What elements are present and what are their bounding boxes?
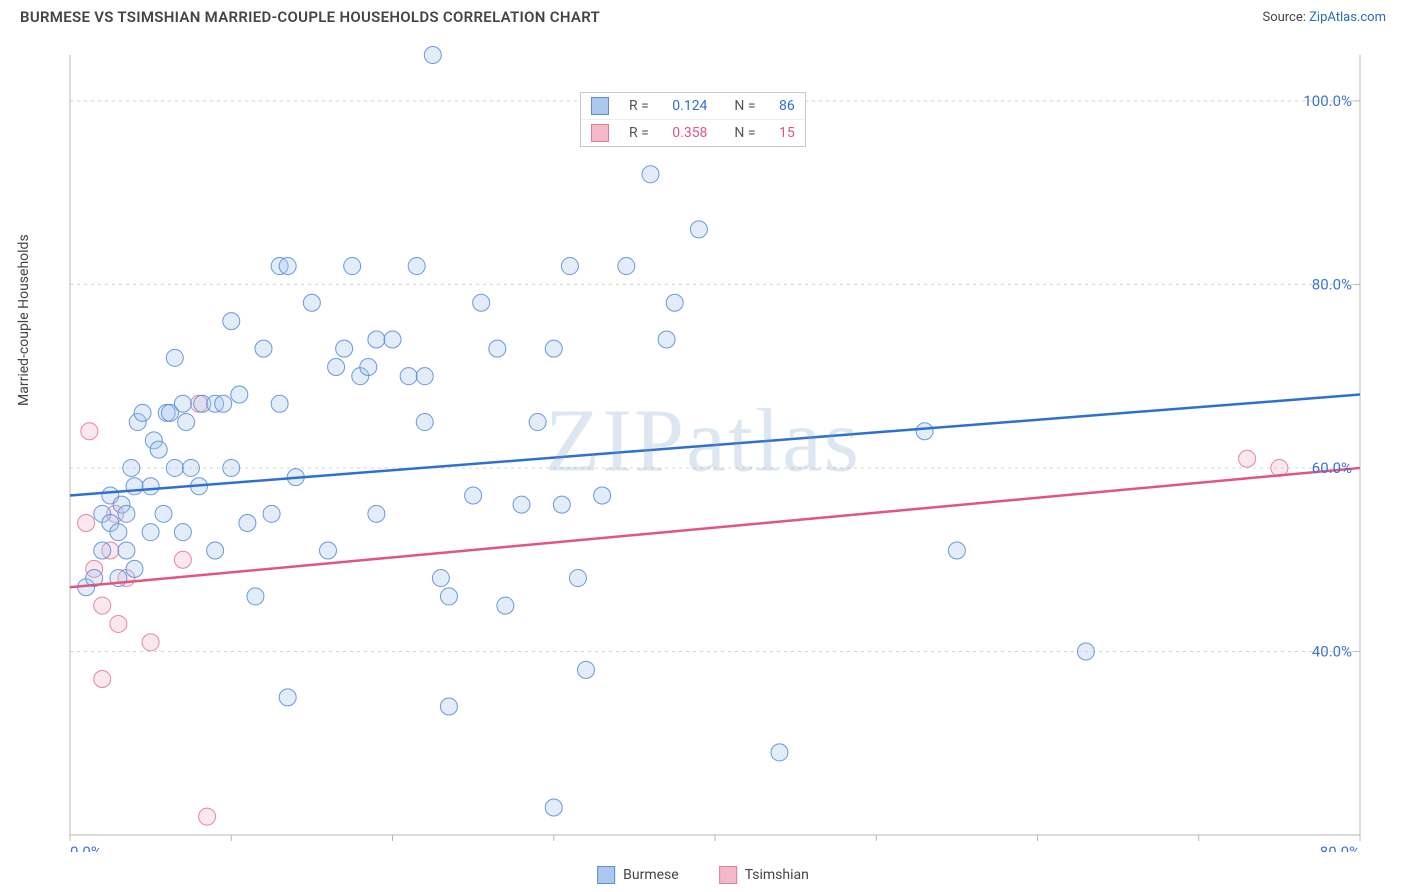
y-axis-label: Married-couple Households <box>16 234 32 406</box>
stats-legend-cell: 15 <box>769 120 805 146</box>
header: BURMESE VS TSIMSHIAN MARRIED-COUPLE HOUS… <box>0 0 1406 32</box>
stats-legend-cell <box>581 120 619 146</box>
stats-legend-cell: N = <box>717 93 769 120</box>
svg-text:60.0%: 60.0% <box>1312 459 1352 477</box>
svg-text:80.0%: 80.0% <box>1312 275 1352 293</box>
legend-item: Burmese <box>597 866 679 884</box>
svg-text:100.0%: 100.0% <box>1303 92 1352 110</box>
stats-legend-cell: 0.358 <box>662 120 717 146</box>
source-prefix: Source: <box>1262 10 1309 25</box>
chart-container: Married-couple Households 0.0%80.0%40.0%… <box>20 40 1386 852</box>
legend-label: Tsimshian <box>745 867 809 883</box>
stats-legend-cell: R = <box>619 120 662 146</box>
stats-legend-cell: N = <box>717 120 769 146</box>
scatter-chart: 0.0% 80.0% 40.0% 60.0% 80.0% 100.0% <box>20 40 1386 852</box>
source-link[interactable]: ZipAtlas.com <box>1309 10 1386 25</box>
stats-legend-cell: 0.124 <box>662 93 717 120</box>
stats-legend: R = 0.124 N = 86 R = 0.358 N = 15 <box>580 92 806 147</box>
stats-legend-cell: R = <box>619 93 662 120</box>
stats-legend-cell <box>581 93 619 120</box>
legend-item: Tsimshian <box>719 866 809 884</box>
svg-text:0.0%: 0.0% <box>70 843 102 852</box>
stats-legend-cell: 86 <box>769 93 805 120</box>
chart-title: BURMESE VS TSIMSHIAN MARRIED-COUPLE HOUS… <box>20 8 600 26</box>
svg-text:80.0%: 80.0% <box>1320 843 1360 852</box>
series-legend: Burmese Tsimshian <box>597 866 809 884</box>
legend-swatch <box>719 866 737 884</box>
svg-text:40.0%: 40.0% <box>1312 642 1352 660</box>
legend-swatch <box>597 866 615 884</box>
legend-label: Burmese <box>623 867 679 883</box>
source-attribution: Source: ZipAtlas.com <box>1262 10 1386 25</box>
